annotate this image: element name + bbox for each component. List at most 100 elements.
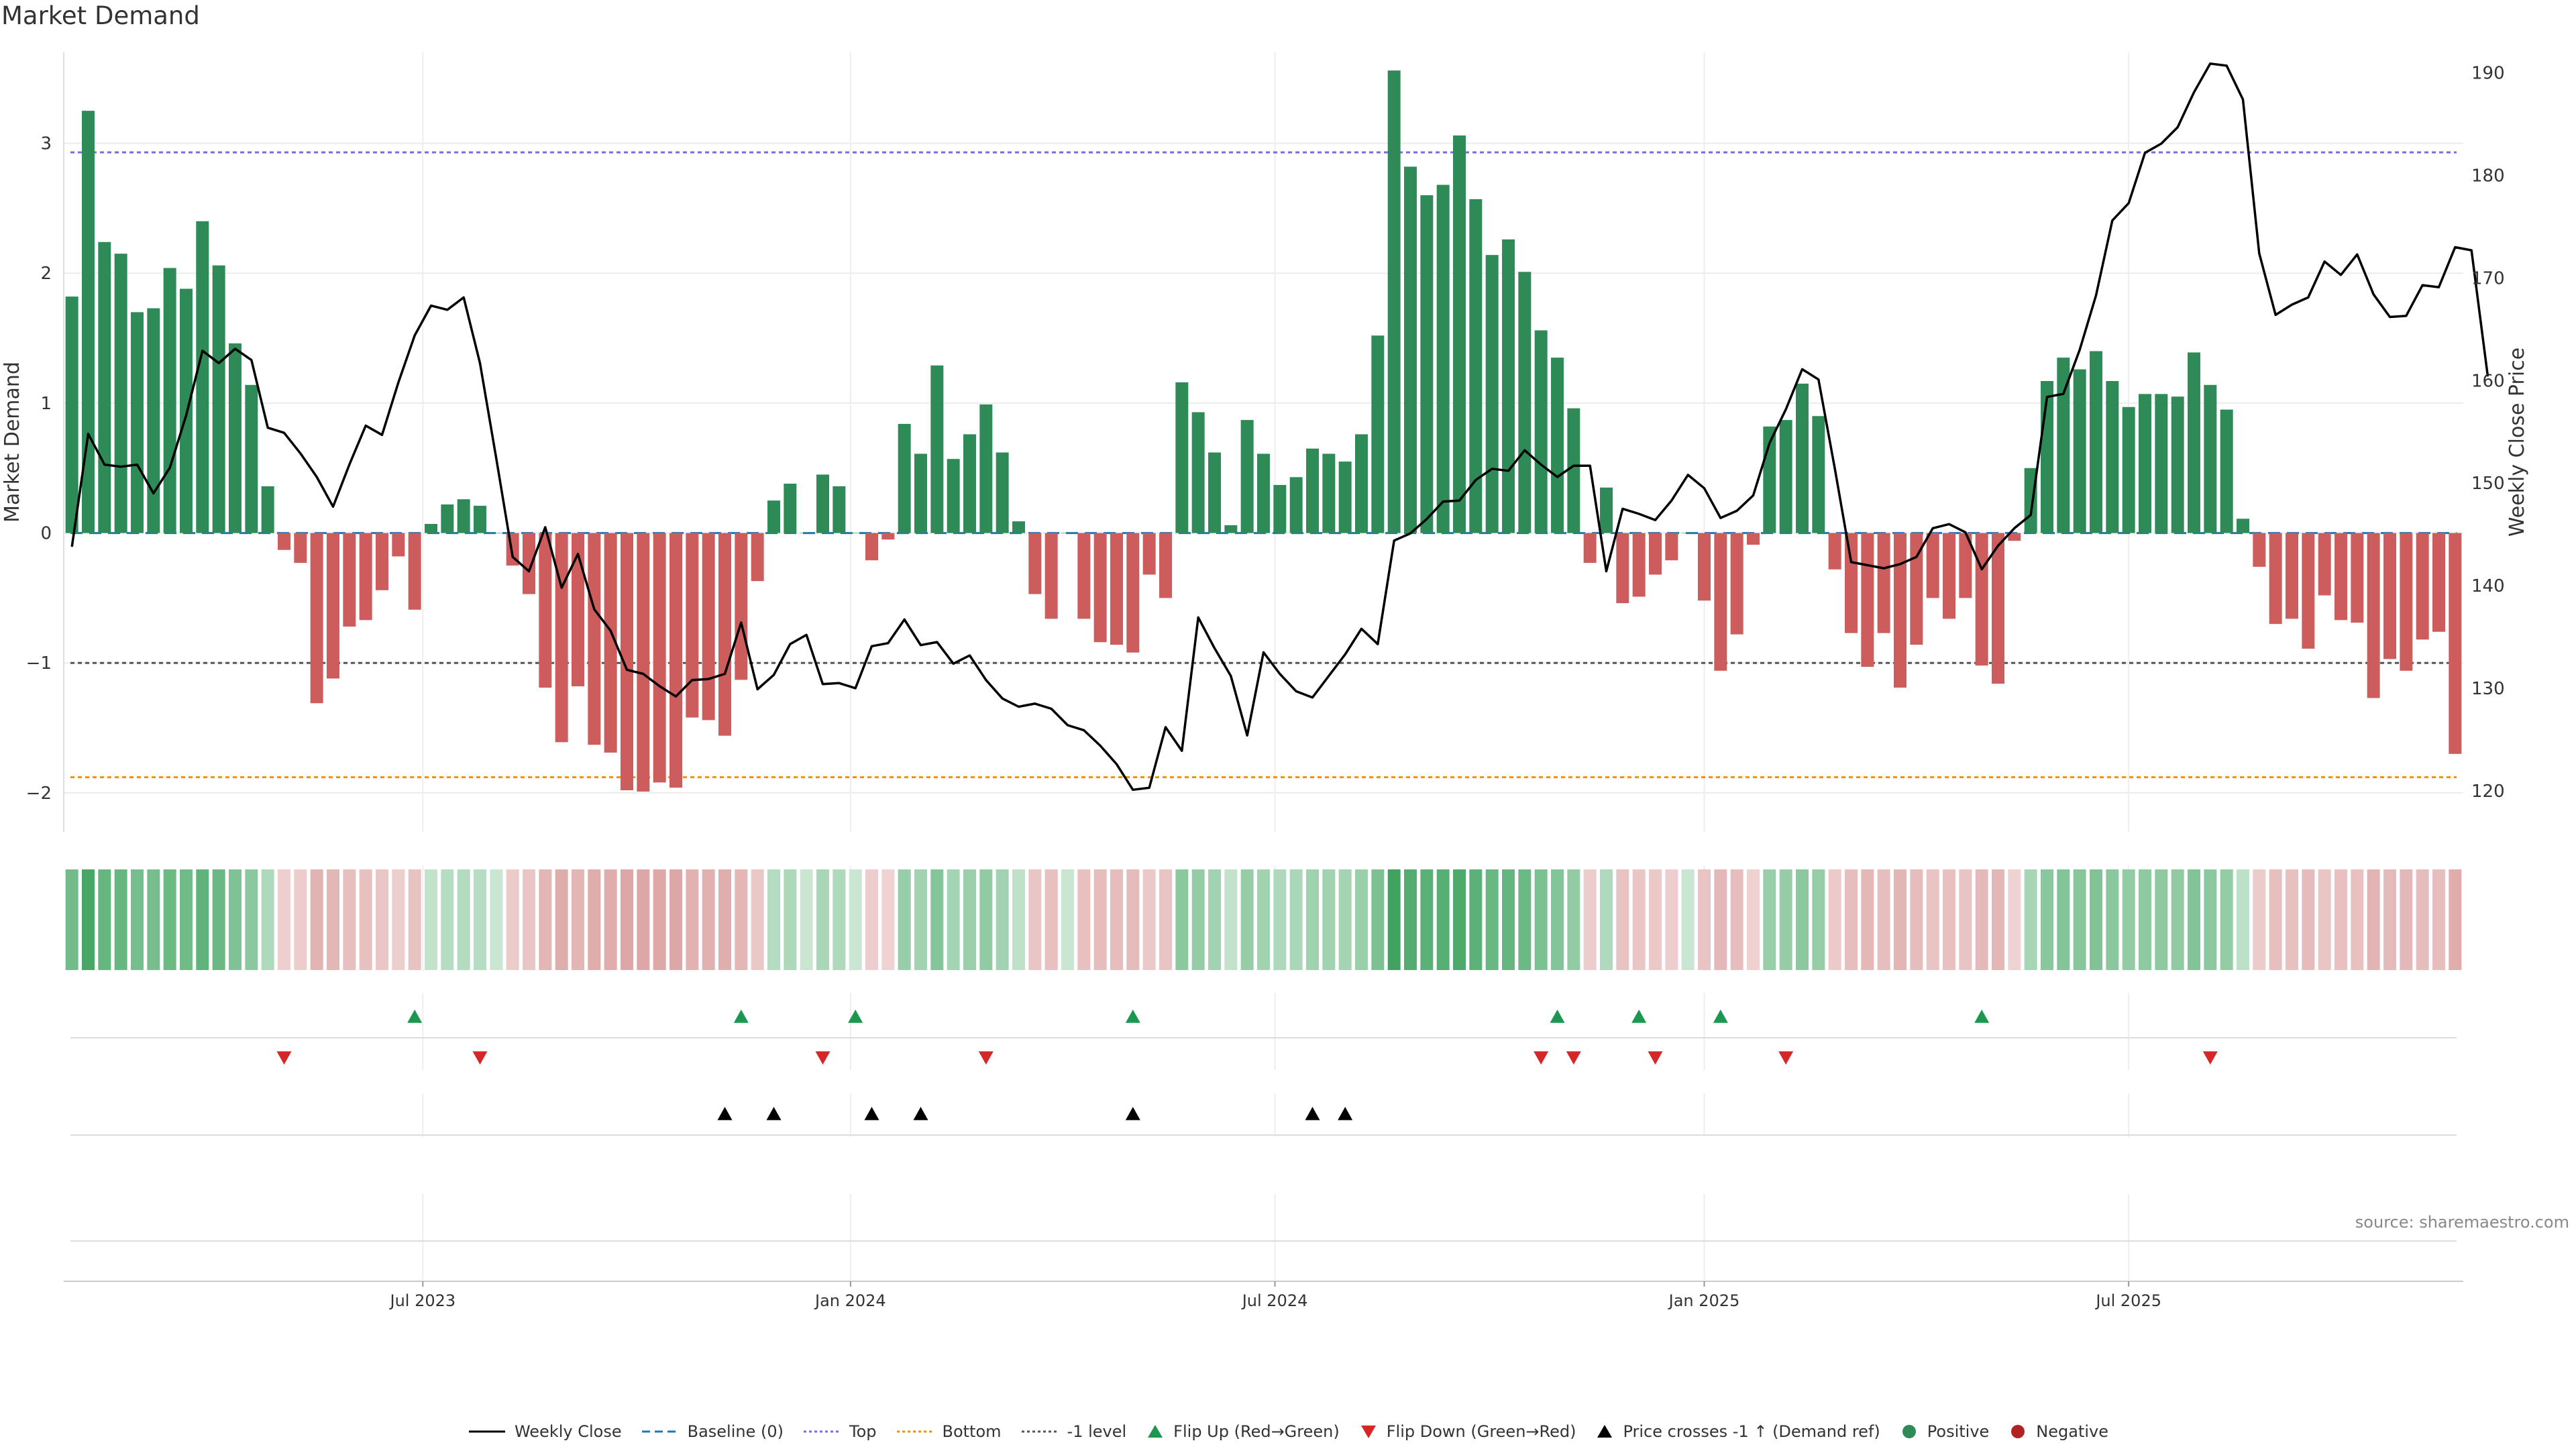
flip-down-marker [276, 1051, 292, 1065]
negative-bar [865, 533, 878, 561]
heat-cell [1812, 869, 1825, 970]
x-tick-label: Jan 2024 [814, 1291, 886, 1310]
heat-cell [180, 869, 193, 970]
negative-bar [1992, 533, 2004, 684]
heat-cell [2318, 869, 2331, 970]
heat-cell [1420, 869, 1434, 970]
negative-bar [555, 533, 568, 743]
negative-bar [1714, 533, 1727, 671]
left-tick-label: 2 [40, 264, 52, 284]
heat-cell [2302, 869, 2315, 970]
price-cross-marker [864, 1107, 879, 1120]
heat-cell [82, 869, 95, 970]
heat-cell [669, 869, 682, 970]
heat-cell [833, 869, 846, 970]
heat-cell [996, 869, 1009, 970]
negative-bar [718, 533, 731, 736]
negative-bar [2400, 533, 2413, 671]
negative-bar [881, 533, 895, 540]
negative-bar [1616, 533, 1629, 604]
right-tick-label: 170 [2471, 268, 2505, 288]
price-cross-marker [717, 1107, 733, 1120]
heat-cell [1012, 869, 1025, 970]
legend-item-top: Top [802, 1421, 877, 1442]
positive-bar [2237, 519, 2249, 533]
heat-cell [1730, 869, 1743, 970]
heat-cell [2057, 869, 2070, 970]
flip-up-marker [1631, 1010, 1647, 1023]
heat-cell [1453, 869, 1466, 970]
price-cross-marker [1338, 1107, 1353, 1120]
heat-cell [979, 869, 993, 970]
positive-bar [784, 483, 797, 533]
negative-bar [2383, 533, 2396, 659]
heat-cell [1714, 869, 1727, 970]
negative-bar [1028, 533, 1042, 594]
negative-bar [1845, 533, 1858, 633]
heat-cell [196, 869, 209, 970]
heat-cell [2334, 869, 2347, 970]
heat-cell [2383, 869, 2396, 970]
negative-bar [2008, 533, 2021, 541]
legend-label: Price crosses -1 ↑ (Demand ref) [1623, 1422, 1880, 1441]
legend: Weekly Close Baseline (0) Top Bottom -1 leve… [0, 1418, 2576, 1445]
negative-bar [1943, 533, 1955, 619]
negative-bar [376, 533, 388, 590]
positive-bar [1436, 184, 1450, 533]
heat-cell [898, 869, 911, 970]
positive-bar [131, 312, 144, 533]
heat-cell [131, 869, 144, 970]
heat-cell [1469, 869, 1483, 970]
positive-bar [261, 486, 274, 533]
positive-bar [2073, 369, 2086, 533]
negative-bar [2449, 533, 2462, 754]
heat-cell [865, 869, 878, 970]
negative-bar [1975, 533, 1988, 666]
heat-cell [425, 869, 437, 970]
dashed-line-icon [641, 1430, 678, 1433]
heat-cell [1681, 869, 1695, 970]
heat-cell [1534, 869, 1548, 970]
heat-cell [1355, 869, 1368, 970]
positive-bar [457, 499, 470, 533]
positive-bar [2122, 407, 2135, 533]
negative-bar [2302, 533, 2315, 649]
heat-cell [1159, 869, 1172, 970]
negative-bar [1583, 533, 1597, 564]
positive-bar [1469, 199, 1483, 533]
heat-cell [1224, 869, 1238, 970]
positive-bar [245, 384, 258, 533]
heat-cell [2073, 869, 2086, 970]
legend-item-weekly-close: Weekly Close [468, 1421, 622, 1442]
positive-bar [1175, 382, 1189, 533]
heat-cell [947, 869, 960, 970]
dotted-line-icon [1021, 1430, 1058, 1433]
heat-cell [1175, 869, 1189, 970]
heat-cell [245, 869, 258, 970]
negative-bar [702, 533, 715, 720]
negative-bar [327, 533, 339, 679]
heat-cell [2122, 869, 2135, 970]
heat-cell [849, 869, 862, 970]
left-tick-label: −2 [26, 784, 52, 804]
heat-cell [751, 869, 764, 970]
negative-bar [1159, 533, 1172, 598]
negative-bar [2351, 533, 2364, 623]
heat-cell [1861, 869, 1874, 970]
heat-cell [1110, 869, 1123, 970]
source-note: source: sharemaestro.com [2355, 1213, 2569, 1232]
positive-bar [2057, 358, 2070, 533]
heat-cell [2400, 869, 2413, 970]
heat-cell [441, 869, 454, 970]
negative-bar [1730, 533, 1743, 635]
positive-bar [833, 486, 846, 533]
legend-item-price-cross: Price crosses -1 ↑ (Demand ref) [1595, 1421, 1880, 1442]
heat-cell [1779, 869, 1792, 970]
heat-cell [1796, 869, 1809, 970]
heat-cell [539, 869, 552, 970]
heat-cell [2171, 869, 2184, 970]
heat-cell [1763, 869, 1776, 970]
heat-cell [212, 869, 225, 970]
left-axis-title: Market Demand [1, 362, 24, 523]
